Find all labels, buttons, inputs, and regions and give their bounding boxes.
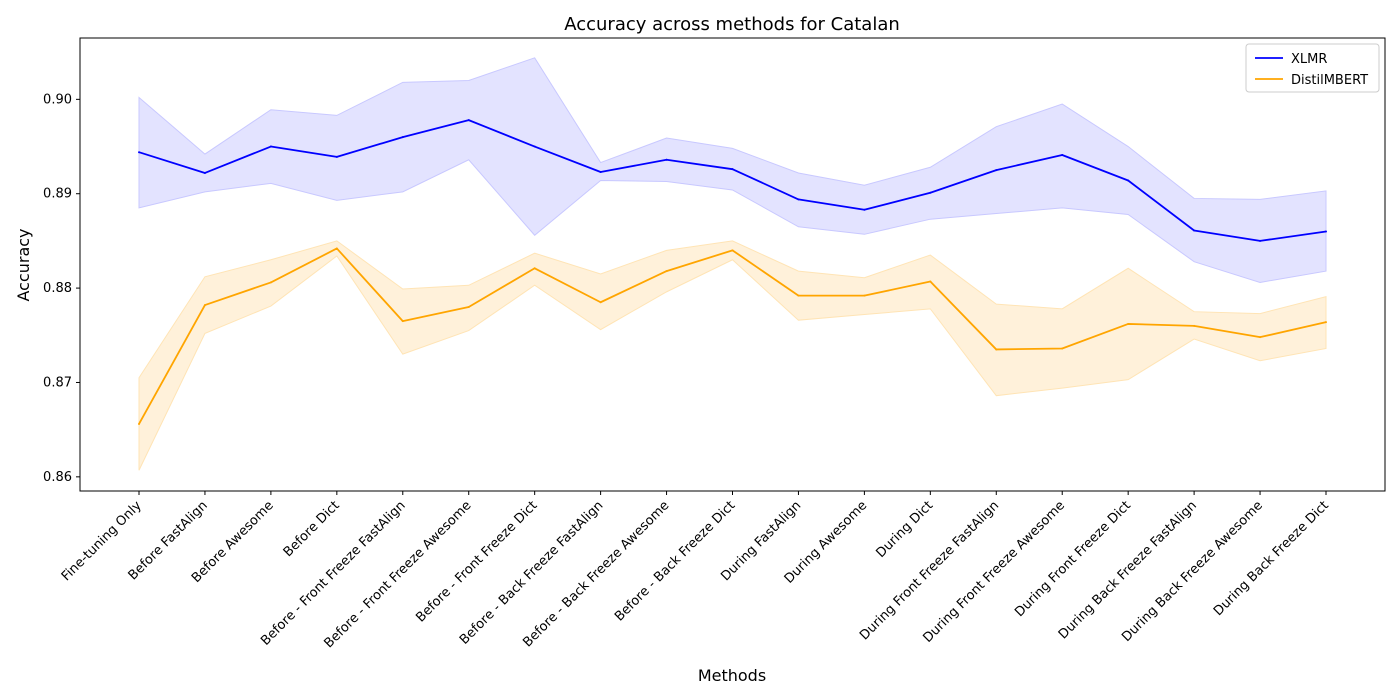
- point-distilmbert-18: [1325, 321, 1327, 324]
- legend-label-xlmr: XLMR: [1291, 52, 1327, 67]
- point-xlmr-17: [1259, 239, 1262, 242]
- band-distilmbert: [138, 240, 1327, 471]
- point-distilmbert-4: [401, 320, 404, 323]
- point-xlmr-13: [995, 169, 998, 172]
- point-xlmr-11: [863, 208, 866, 211]
- point-xlmr-7: [599, 171, 602, 174]
- point-xlmr-6: [533, 145, 536, 148]
- point-distilmbert-1: [203, 304, 206, 307]
- y-tick-label: 0.89: [43, 187, 72, 202]
- point-distilmbert-8: [665, 270, 668, 273]
- point-xlmr-10: [797, 198, 800, 201]
- point-distilmbert-3: [335, 247, 338, 250]
- legend: XLMR DistilMBERT: [1245, 43, 1380, 93]
- point-xlmr-9: [731, 168, 734, 171]
- point-distilmbert-14: [1061, 347, 1064, 350]
- point-xlmr-5: [467, 119, 470, 122]
- y-tick-label: 0.88: [43, 281, 72, 296]
- point-xlmr-3: [335, 155, 338, 158]
- point-distilmbert-13: [995, 348, 998, 351]
- chart-title: Accuracy across methods for Catalan: [564, 14, 900, 35]
- y-tick-label: 0.87: [43, 375, 72, 390]
- point-xlmr-18: [1325, 230, 1327, 233]
- point-distilmbert-5: [467, 305, 470, 308]
- point-xlmr-2: [269, 145, 272, 148]
- series-lines: [138, 119, 1327, 425]
- point-xlmr-1: [203, 171, 206, 174]
- point-distilmbert-6: [533, 267, 536, 270]
- point-xlmr-12: [929, 191, 932, 194]
- point-distilmbert-15: [1127, 322, 1130, 325]
- legend-frame: [1245, 43, 1380, 93]
- point-distilmbert-12: [929, 280, 932, 283]
- point-distilmbert-17: [1259, 336, 1262, 339]
- point-distilmbert-10: [797, 294, 800, 297]
- point-distilmbert-9: [731, 249, 734, 252]
- point-distilmbert-0: [138, 422, 140, 425]
- point-xlmr-4: [401, 136, 404, 139]
- point-xlmr-15: [1127, 179, 1130, 182]
- x-axis-label: Methods: [698, 666, 766, 685]
- point-xlmr-8: [665, 158, 668, 161]
- point-distilmbert-7: [599, 301, 602, 304]
- point-xlmr-14: [1061, 154, 1064, 157]
- y-tick-label: 0.86: [43, 470, 72, 485]
- y-tick-label: 0.90: [43, 92, 72, 107]
- point-distilmbert-11: [863, 294, 866, 297]
- point-distilmbert-16: [1193, 324, 1196, 327]
- point-xlmr-16: [1193, 229, 1196, 232]
- y-axis: 0.86 0.87 0.88 0.89 0.90: [43, 92, 80, 485]
- y-axis-label: Accuracy: [14, 228, 33, 301]
- point-xlmr-0: [138, 151, 140, 154]
- point-distilmbert-2: [269, 281, 272, 284]
- legend-label-distilmbert: DistilMBERT: [1291, 73, 1368, 88]
